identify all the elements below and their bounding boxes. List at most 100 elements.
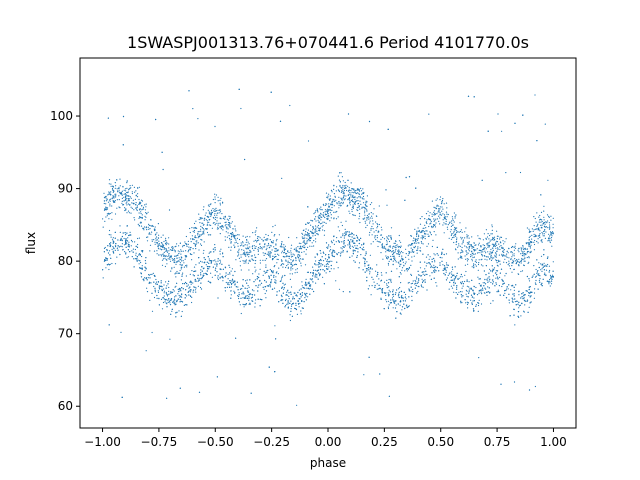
data-point bbox=[516, 300, 518, 302]
data-point bbox=[282, 292, 284, 294]
data-point bbox=[528, 239, 530, 241]
data-point bbox=[405, 298, 407, 300]
data-point bbox=[436, 285, 438, 287]
data-point bbox=[108, 191, 110, 193]
data-point bbox=[346, 189, 348, 192]
data-point bbox=[461, 296, 463, 298]
data-point bbox=[378, 278, 380, 280]
data-point bbox=[179, 387, 181, 389]
data-point bbox=[411, 242, 414, 245]
data-point bbox=[278, 234, 280, 236]
data-point bbox=[160, 280, 162, 282]
data-point bbox=[410, 251, 412, 253]
data-point bbox=[310, 237, 312, 240]
data-point bbox=[473, 297, 475, 299]
data-point bbox=[459, 222, 461, 224]
data-point bbox=[145, 203, 147, 205]
data-point bbox=[350, 233, 352, 235]
data-point bbox=[460, 273, 462, 276]
data-point bbox=[198, 262, 200, 264]
data-point bbox=[199, 286, 202, 289]
data-point bbox=[194, 245, 197, 247]
data-point bbox=[397, 246, 400, 248]
data-point bbox=[286, 265, 288, 267]
data-point bbox=[180, 315, 182, 317]
data-point bbox=[133, 217, 135, 219]
data-point bbox=[309, 287, 311, 289]
data-point bbox=[397, 250, 399, 252]
data-point bbox=[540, 269, 542, 271]
data-point bbox=[144, 209, 146, 211]
data-point bbox=[183, 262, 185, 264]
data-point bbox=[121, 197, 123, 199]
data-point bbox=[301, 281, 303, 283]
data-point bbox=[199, 243, 202, 245]
data-point bbox=[333, 239, 335, 241]
data-point bbox=[132, 199, 134, 201]
data-point bbox=[529, 252, 531, 254]
data-point bbox=[155, 118, 157, 121]
data-point bbox=[369, 273, 371, 275]
data-point bbox=[333, 211, 335, 213]
data-point bbox=[376, 288, 378, 290]
data-point bbox=[298, 242, 300, 244]
data-point bbox=[193, 222, 196, 225]
data-point bbox=[283, 256, 286, 258]
data-point bbox=[192, 230, 194, 232]
data-point bbox=[262, 246, 264, 248]
data-point bbox=[367, 288, 369, 290]
data-point bbox=[303, 251, 305, 253]
data-point bbox=[116, 256, 118, 258]
data-point bbox=[513, 314, 515, 316]
data-point bbox=[460, 238, 462, 240]
data-point bbox=[248, 293, 250, 296]
data-point bbox=[160, 254, 162, 256]
data-point bbox=[120, 331, 122, 333]
data-point bbox=[128, 199, 130, 201]
data-point bbox=[401, 269, 403, 271]
data-point bbox=[543, 254, 545, 256]
data-point bbox=[221, 226, 223, 228]
data-point bbox=[322, 203, 324, 205]
data-point bbox=[249, 246, 251, 248]
data-point bbox=[298, 259, 300, 261]
data-point bbox=[497, 113, 499, 115]
data-point bbox=[341, 176, 343, 178]
data-point bbox=[184, 294, 187, 296]
data-point bbox=[351, 255, 353, 257]
data-point bbox=[326, 209, 328, 212]
data-point bbox=[184, 255, 187, 257]
data-point bbox=[194, 286, 196, 288]
data-point bbox=[336, 237, 338, 239]
data-point bbox=[373, 208, 375, 210]
data-point bbox=[156, 294, 158, 297]
data-point bbox=[105, 216, 107, 218]
data-point bbox=[217, 260, 219, 262]
data-point bbox=[216, 265, 218, 267]
data-point bbox=[310, 284, 312, 286]
data-point bbox=[163, 240, 165, 243]
data-point bbox=[507, 264, 509, 266]
data-point bbox=[212, 266, 214, 268]
data-point bbox=[151, 231, 153, 233]
data-point bbox=[352, 239, 354, 241]
data-point bbox=[429, 231, 431, 233]
data-point bbox=[286, 253, 288, 255]
data-point bbox=[441, 257, 443, 259]
data-point bbox=[221, 263, 223, 265]
data-point bbox=[322, 229, 324, 231]
data-point bbox=[508, 299, 510, 301]
data-point bbox=[499, 238, 501, 240]
data-point bbox=[481, 287, 484, 289]
data-point bbox=[422, 237, 424, 239]
data-point bbox=[468, 289, 470, 291]
data-point bbox=[441, 251, 443, 253]
data-point bbox=[295, 258, 297, 260]
data-point bbox=[364, 257, 366, 259]
data-point bbox=[209, 281, 211, 283]
data-point bbox=[301, 300, 303, 302]
data-point bbox=[107, 194, 109, 196]
data-point bbox=[149, 299, 151, 301]
data-point bbox=[395, 248, 397, 250]
data-point bbox=[106, 264, 108, 266]
